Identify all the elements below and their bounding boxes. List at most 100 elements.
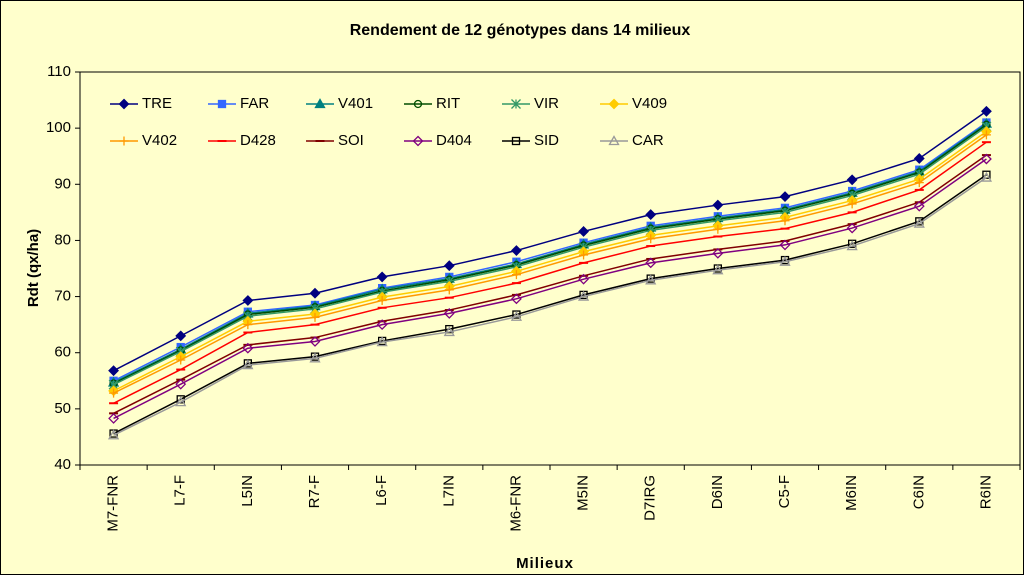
marker xyxy=(376,271,388,283)
legend-label: V401 xyxy=(338,95,373,112)
marker xyxy=(578,226,589,237)
legend-label: V409 xyxy=(632,95,667,112)
line xyxy=(113,130,987,392)
marker xyxy=(108,412,119,424)
legend-marker xyxy=(511,136,521,146)
legend-label: FAR xyxy=(240,95,269,112)
marker xyxy=(578,273,589,285)
marker xyxy=(443,307,455,319)
plot-area xyxy=(79,71,1021,466)
marker xyxy=(645,274,657,285)
marker xyxy=(579,250,589,260)
marker xyxy=(646,234,656,244)
x-tick-label: L7IN xyxy=(440,475,457,507)
marker xyxy=(175,396,187,407)
marker xyxy=(309,352,321,363)
legend-marker xyxy=(412,135,424,147)
x-tick-label: L6-F xyxy=(373,475,390,506)
y-axis-title: Rdt (qx/ha) xyxy=(25,229,42,307)
line xyxy=(113,134,987,394)
marker xyxy=(176,355,186,365)
x-tick-label: L7-F xyxy=(172,475,189,506)
marker xyxy=(645,257,657,269)
marker xyxy=(779,255,791,266)
line xyxy=(113,174,987,435)
x-tick-label: M6-FNR xyxy=(507,475,524,532)
y-tick-label: 50 xyxy=(54,400,71,417)
marker xyxy=(981,153,992,165)
x-tick-label: L5IN xyxy=(239,475,256,507)
marker xyxy=(846,222,858,234)
marker xyxy=(645,209,657,221)
marker xyxy=(175,330,187,342)
x-tick-label: D7IRG xyxy=(642,475,659,521)
y-tick-label: 90 xyxy=(54,175,71,192)
chart-title: Rendement de 12 génotypes dans 14 milieu… xyxy=(350,22,691,39)
x-tick-label: M6IN xyxy=(843,475,860,511)
marker xyxy=(779,239,791,251)
marker xyxy=(712,247,724,259)
legend-marker xyxy=(314,98,326,109)
marker xyxy=(310,312,320,322)
y-tick-label: 110 xyxy=(47,63,71,80)
y-tick-label: 40 xyxy=(54,456,71,473)
line xyxy=(113,141,987,404)
marker xyxy=(309,287,321,299)
line xyxy=(113,121,987,382)
line xyxy=(113,124,987,385)
marker xyxy=(444,285,454,295)
legend-marker xyxy=(608,135,620,146)
legend-label: D428 xyxy=(240,132,276,149)
marker xyxy=(309,336,321,347)
legend-marker xyxy=(511,99,521,109)
legend-label: V402 xyxy=(142,132,177,149)
y-tick-label: 100 xyxy=(46,119,71,136)
legend-marker xyxy=(118,98,130,110)
marker xyxy=(107,429,120,440)
line xyxy=(113,176,987,436)
marker xyxy=(376,336,388,347)
legend-marker xyxy=(608,98,620,110)
marker xyxy=(712,264,724,275)
marker xyxy=(511,270,521,280)
line xyxy=(113,125,987,386)
marker xyxy=(713,224,723,234)
legend-label: VIR xyxy=(534,95,559,112)
marker xyxy=(511,293,522,305)
marker xyxy=(846,174,858,186)
marker xyxy=(981,130,991,140)
marker xyxy=(443,260,455,272)
marker xyxy=(242,342,254,354)
line xyxy=(113,158,987,420)
x-tick-label: M5IN xyxy=(575,475,592,511)
marker xyxy=(980,171,993,182)
marker xyxy=(109,388,119,398)
x-tick-label: D6IN xyxy=(709,475,726,509)
marker xyxy=(242,295,254,306)
marker xyxy=(913,200,925,212)
line xyxy=(113,110,987,372)
legend-label: CAR xyxy=(632,132,664,149)
legend-label: SID xyxy=(534,132,559,149)
y-tick-label: 70 xyxy=(54,288,71,305)
y-tick-label: 80 xyxy=(54,231,71,248)
marker xyxy=(108,365,119,377)
x-tick-label: C5-F xyxy=(776,475,793,508)
marker xyxy=(914,178,924,188)
line xyxy=(113,154,987,415)
marker xyxy=(913,153,925,164)
x-tick-label: C6IN xyxy=(910,475,927,509)
legend-label: D404 xyxy=(436,132,472,149)
marker xyxy=(443,326,455,337)
marker xyxy=(175,378,187,390)
legend-label: RIT xyxy=(436,95,460,112)
marker xyxy=(577,290,590,301)
marker xyxy=(780,216,790,226)
legend-label: SOI xyxy=(338,132,364,149)
marker xyxy=(847,199,857,209)
marker xyxy=(377,296,387,306)
marker xyxy=(846,240,858,251)
marker xyxy=(510,310,523,321)
legend-marker xyxy=(217,99,227,109)
